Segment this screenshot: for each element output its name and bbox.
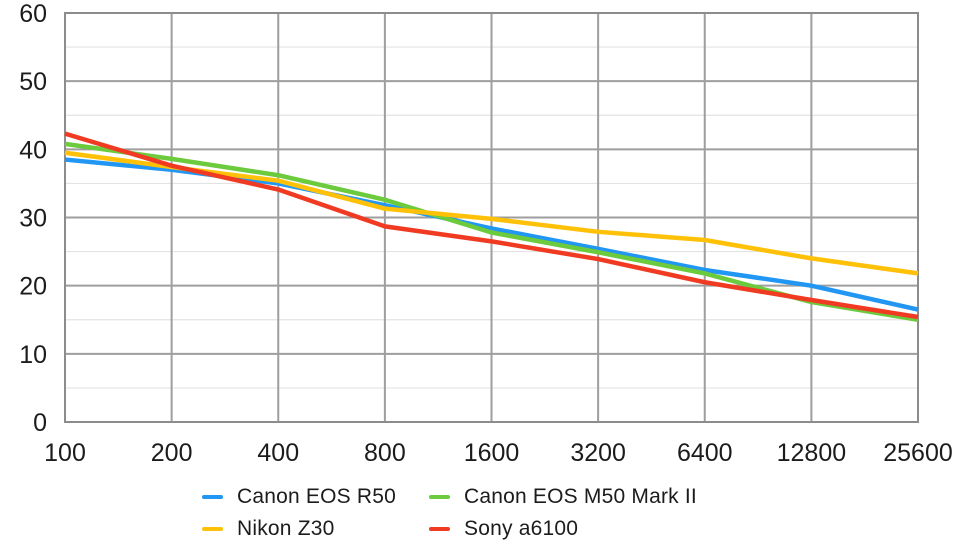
- x-tick-label: 800: [364, 439, 406, 467]
- legend-label: Canon EOS M50 Mark II: [464, 485, 697, 508]
- plot-border: [64, 12, 919, 423]
- legend-swatch-green: [429, 494, 450, 500]
- legend-item-canon-eos-r50: Canon EOS R50: [202, 485, 429, 509]
- x-tick-label: 400: [257, 439, 299, 467]
- x-tick-label: 6400: [677, 439, 733, 467]
- legend-item-sony-a6100: Sony a6100: [429, 517, 697, 541]
- gridlines-vertical: [170, 13, 813, 422]
- y-tick-label: 20: [19, 273, 47, 301]
- y-tick-label: 30: [19, 205, 47, 233]
- chart-legend: Canon EOS R50 Canon EOS M50 Mark II Niko…: [202, 484, 697, 542]
- x-tick-label: 200: [151, 439, 193, 467]
- x-axis-labels: 100 200 400 800 1600 3200 6400 12800 25600: [44, 439, 953, 467]
- legend-label: Canon EOS R50: [237, 485, 397, 508]
- y-tick-label: 60: [19, 0, 47, 28]
- legend-label: Nikon Z30: [237, 517, 335, 540]
- legend-item-nikon-z30: Nikon Z30: [202, 517, 429, 541]
- y-axis-labels: 0 10 20 30 40 50 60: [19, 0, 47, 437]
- y-tick-label: 0: [33, 409, 47, 437]
- legend-swatch-blue: [202, 494, 223, 500]
- legend-label: Sony a6100: [464, 517, 579, 540]
- x-tick-label: 12800: [777, 439, 847, 467]
- y-tick-label: 50: [19, 68, 47, 96]
- x-tick-label: 3200: [570, 439, 626, 467]
- legend-swatch-yellow: [202, 526, 223, 532]
- series-line-sony-a6100: [64, 131, 919, 320]
- legend-swatch-red: [429, 526, 450, 532]
- y-tick-label: 40: [19, 136, 47, 164]
- y-tick-label: 10: [19, 341, 47, 369]
- x-tick-label: 1600: [464, 439, 520, 467]
- x-tick-label: 100: [44, 439, 86, 467]
- x-tick-label: 25600: [883, 439, 953, 467]
- legend-item-canon-eos-m50-mark-ii: Canon EOS M50 Mark II: [429, 485, 697, 509]
